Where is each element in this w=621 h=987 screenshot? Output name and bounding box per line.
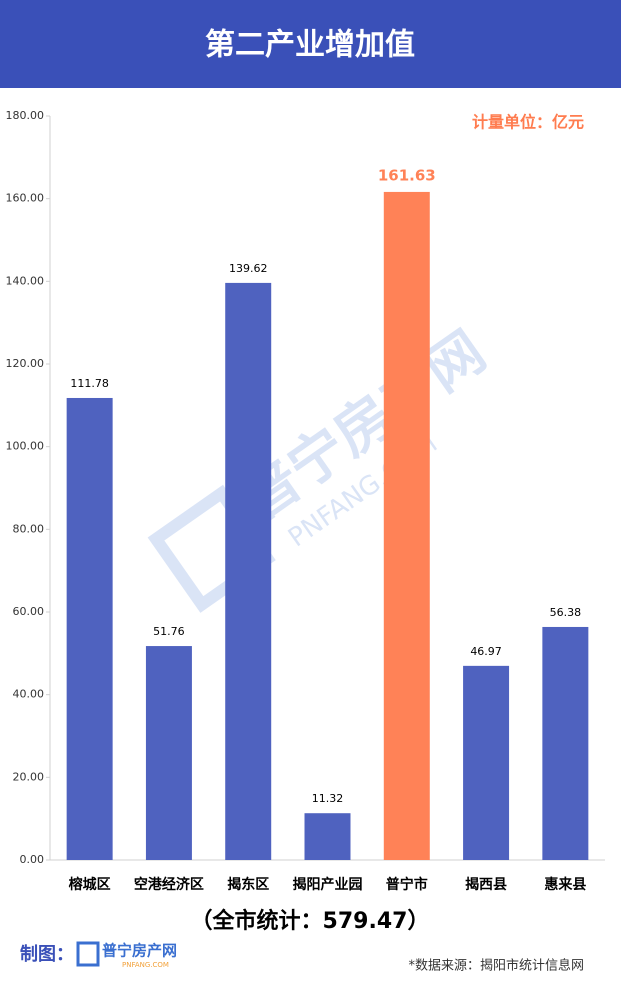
logo-name: 普宁房产网 [102, 942, 177, 960]
y-tick-label: 20.00 [13, 770, 45, 783]
x-tick-label: 榕城区 [69, 876, 111, 893]
value-label: 139.62 [229, 262, 268, 275]
x-tick-label: 惠来县 [544, 876, 586, 893]
logo-icon [76, 941, 100, 967]
source-note: *数据来源：揭阳市统计信息网 [408, 958, 584, 974]
bar [304, 813, 351, 860]
value-label: 161.63 [378, 166, 436, 184]
credit-label: 制图： [20, 944, 74, 965]
x-tick-label: 空港经济区 [134, 876, 204, 893]
bar [225, 282, 272, 860]
bar [383, 191, 430, 861]
x-tick-label: 普宁市 [386, 876, 428, 893]
y-tick-label: 160.00 [6, 192, 45, 205]
total-note: （全市统计：579.47） [191, 908, 430, 934]
logo-domain: PNFANG.COM [122, 961, 169, 969]
value-label: 46.97 [470, 645, 502, 658]
bar [66, 397, 113, 860]
bar [145, 646, 192, 860]
watermark: 普宁房产网 PNFANG.COM [147, 319, 497, 613]
value-label: 111.78 [70, 377, 109, 390]
y-tick-label: 180.00 [6, 109, 45, 122]
y-tick-label: 60.00 [13, 605, 45, 618]
value-label: 56.38 [550, 606, 582, 619]
value-label: 11.32 [312, 792, 344, 805]
chart-title: 第二产业增加值 [205, 28, 415, 63]
bar [542, 626, 589, 860]
y-tick-label: 120.00 [6, 357, 45, 370]
x-tick-label: 揭阳产业园 [293, 876, 363, 893]
x-tick-label: 揭西县 [465, 876, 507, 893]
y-tick-label: 80.00 [13, 522, 45, 535]
y-tick-label: 0.00 [20, 853, 45, 866]
value-label: 51.76 [153, 625, 185, 638]
unit-note: 计量单位：亿元 [472, 113, 584, 132]
header-band [0, 0, 621, 88]
y-tick-label: 100.00 [6, 440, 45, 453]
y-tick-label: 40.00 [13, 688, 45, 701]
x-tick-label: 揭东区 [227, 876, 269, 893]
bar [463, 665, 510, 860]
y-tick-label: 140.00 [6, 274, 45, 287]
